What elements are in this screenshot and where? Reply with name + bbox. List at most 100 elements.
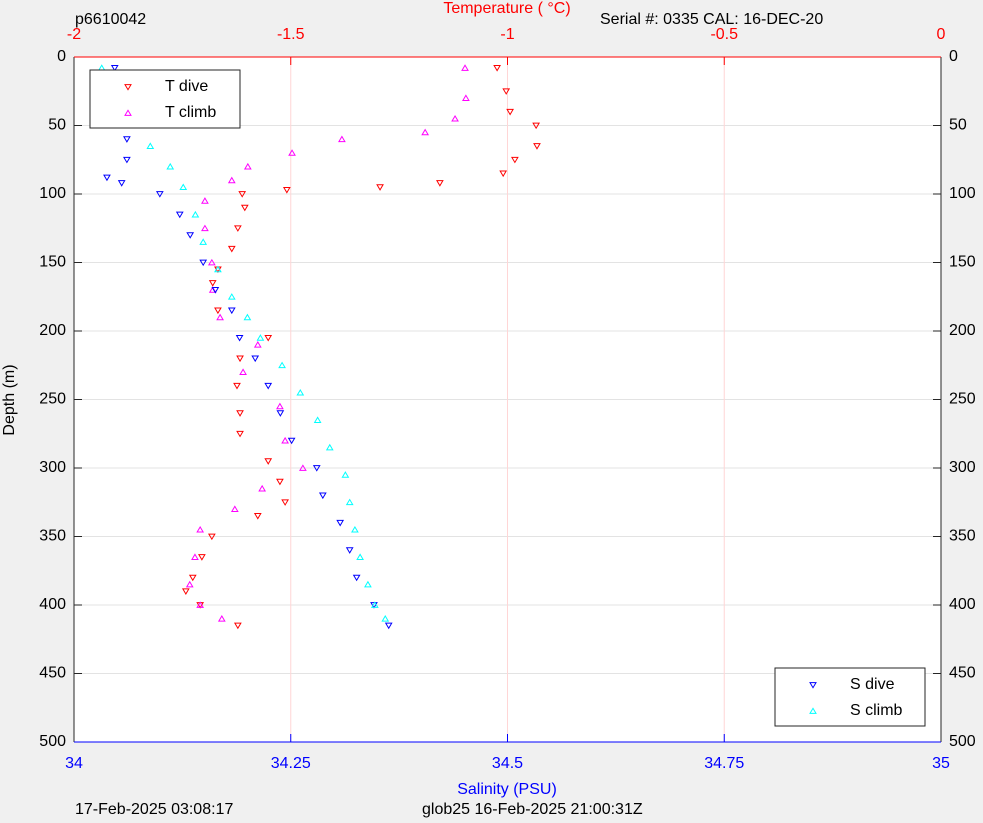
point	[208, 280, 217, 287]
y-right-tick-label: 50	[949, 117, 967, 134]
point	[238, 191, 247, 198]
point	[276, 478, 284, 486]
footer-left: 17-Feb-2025 03:08:17	[75, 801, 233, 818]
point	[510, 156, 519, 164]
point	[186, 232, 195, 239]
point	[146, 142, 155, 149]
point	[175, 211, 184, 219]
y-tick-label: 250	[39, 391, 66, 408]
y-tick-label: 200	[39, 322, 66, 339]
point	[235, 334, 244, 342]
point	[370, 602, 378, 609]
point	[253, 341, 262, 348]
x2-tick-label: 0	[937, 26, 946, 43]
point	[236, 410, 244, 417]
point	[181, 588, 190, 595]
legend-label: T climb	[165, 104, 216, 121]
point	[381, 615, 390, 622]
y-tick-label: 100	[39, 185, 66, 202]
y-right-tick-label: 300	[949, 459, 976, 476]
point	[493, 65, 501, 72]
point	[336, 519, 345, 527]
point	[227, 245, 236, 253]
point	[243, 162, 252, 170]
point	[191, 210, 200, 218]
point	[533, 143, 541, 150]
y-right-tick-label: 0	[949, 48, 958, 65]
x-tick-label: 34.5	[492, 755, 523, 772]
legend-marker	[809, 707, 817, 714]
point	[233, 225, 242, 232]
point	[345, 498, 354, 506]
point	[207, 533, 216, 541]
x-axis-label: Salinity (PSU)	[457, 781, 557, 798]
y-right-tick-label: 150	[949, 254, 976, 271]
point	[341, 471, 350, 478]
point	[318, 492, 327, 500]
y-tick-label: 500	[39, 733, 66, 750]
x-tick-label: 34.75	[704, 755, 744, 772]
point	[276, 410, 285, 417]
legend-label: S climb	[850, 702, 903, 719]
point	[356, 553, 364, 560]
point	[435, 180, 444, 187]
x-tick-label: 34.25	[271, 755, 311, 772]
point	[123, 136, 131, 143]
point	[532, 122, 540, 130]
point	[103, 174, 111, 182]
y-right-tick-label: 400	[949, 596, 976, 613]
y-tick-label: 350	[39, 528, 66, 545]
point	[196, 525, 205, 533]
point	[239, 368, 247, 375]
point	[278, 361, 286, 369]
point	[264, 458, 273, 465]
x2-tick-label: -0.5	[710, 26, 738, 43]
legend-label: S dive	[850, 676, 895, 693]
point	[352, 574, 361, 582]
point	[299, 464, 307, 471]
point	[201, 224, 209, 232]
point	[201, 197, 209, 204]
y-tick-label: 400	[39, 596, 66, 613]
point	[117, 180, 126, 187]
point	[199, 259, 208, 267]
point	[502, 88, 511, 95]
y-tick-label: 50	[48, 117, 66, 134]
point	[198, 554, 206, 561]
y-axis-label: Depth (m)	[1, 364, 18, 435]
point	[313, 416, 322, 423]
point	[288, 149, 296, 156]
point	[264, 334, 273, 342]
point	[188, 574, 197, 582]
point	[384, 622, 393, 630]
point	[461, 64, 469, 71]
point	[236, 355, 244, 363]
point	[230, 505, 239, 512]
left-note: p6610042	[75, 11, 146, 28]
point	[211, 287, 220, 294]
point	[123, 156, 131, 164]
footer-right: glob25 16-Feb-2025 21:00:31Z	[422, 801, 643, 818]
point	[281, 499, 289, 506]
point	[166, 162, 175, 170]
point	[185, 580, 194, 588]
point	[506, 108, 514, 116]
legend-box	[774, 667, 926, 727]
point	[251, 355, 260, 363]
point	[499, 170, 508, 178]
point	[370, 601, 379, 608]
point	[282, 186, 291, 194]
legend-marker	[124, 84, 132, 91]
point	[376, 184, 384, 191]
point	[296, 388, 305, 396]
point	[281, 436, 289, 444]
x2-tick-label: -2	[67, 26, 81, 43]
point	[155, 191, 164, 198]
point	[243, 313, 252, 321]
y-right-tick-label: 200	[949, 322, 976, 339]
chart-title: Temperature ( °C)	[443, 0, 570, 17]
y-right-tick-label: 450	[949, 665, 976, 682]
y-tick-label: 450	[39, 665, 66, 682]
